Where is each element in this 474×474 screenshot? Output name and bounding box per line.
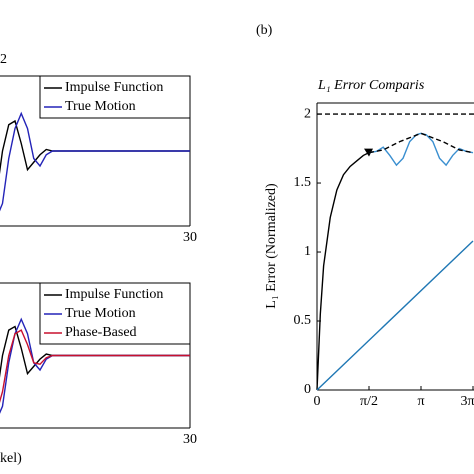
series-line <box>0 111 190 212</box>
y-tick-label: 1.5 <box>294 175 312 190</box>
end-marker <box>364 148 373 157</box>
series-line <box>316 152 370 391</box>
y-axis-label: L₁ Error (Normalized) <box>264 183 279 309</box>
x-tick-label: π/2 <box>360 394 378 409</box>
y-tick-label: 0 <box>304 382 311 397</box>
series-line <box>316 240 474 391</box>
legend-label: Impulse Function <box>65 80 163 95</box>
y-tick-label: 2 <box>304 106 311 121</box>
legend-label: True Motion <box>65 306 136 321</box>
legend-label: Phase-Based <box>65 325 137 340</box>
x-tick-label: 3π/2 <box>461 394 474 409</box>
chart-title: L₁ Error Comparis <box>317 78 425 93</box>
x-tick-label: π <box>417 394 424 409</box>
x-tick-label: 30 <box>183 432 197 447</box>
chart-title: 2 <box>0 52 7 67</box>
y-tick-label: 1 <box>304 244 311 259</box>
series-line <box>368 132 474 167</box>
x-tick-label: 0 <box>314 394 321 409</box>
x-tick-label: 30 <box>183 230 197 245</box>
x-axis-label: kel) <box>0 451 22 466</box>
legend-label: True Motion <box>65 99 136 114</box>
legend-box <box>39 75 191 119</box>
series-line <box>368 132 474 154</box>
legend-box <box>39 282 191 345</box>
legend-label: Impulse Function <box>65 287 163 302</box>
y-tick-label: 0.5 <box>294 313 312 328</box>
series-line <box>0 329 190 403</box>
panel-label: (b) <box>256 23 273 38</box>
